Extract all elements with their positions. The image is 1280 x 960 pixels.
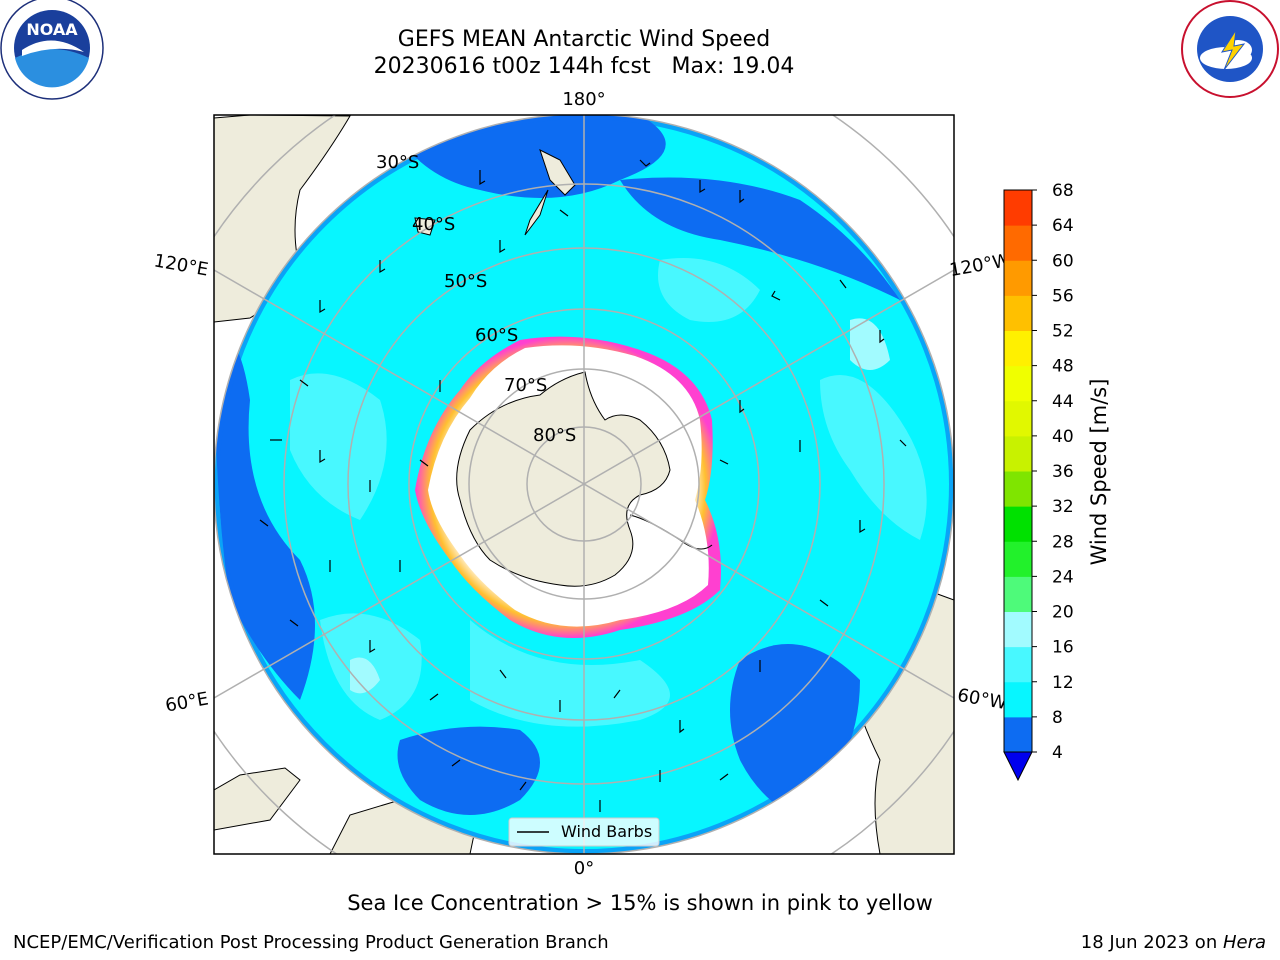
legend-label: Wind Barbs xyxy=(561,822,652,841)
map-legend: Wind Barbs xyxy=(508,817,660,847)
colorbar-segment xyxy=(1004,471,1032,507)
colorbar-tick-label: 4 xyxy=(1052,743,1063,763)
colorbar-segment xyxy=(1004,576,1032,612)
colorbar-tick-label: 68 xyxy=(1052,181,1074,201)
lon-label-0: 0° xyxy=(574,858,594,879)
lat-label-40: 40°S xyxy=(412,214,455,235)
lon-label-60w: 60°W xyxy=(956,685,1009,714)
nws-logo xyxy=(1181,0,1279,98)
lon-label-180: 180° xyxy=(562,89,605,110)
chart-subtitle-forecast: 20230616 t00z 144h fcst Max: 19.04 xyxy=(373,54,795,79)
footer-organization: NCEP/EMC/Verification Post Processing Pr… xyxy=(13,932,609,953)
colorbar-tick-label: 32 xyxy=(1052,497,1074,517)
chart-title: GEFS MEAN Antarctic Wind Speed xyxy=(397,27,771,52)
noaa-logo: NOAA xyxy=(0,0,104,100)
noaa-logo-text: NOAA xyxy=(26,20,78,39)
colorbar-tick-label: 60 xyxy=(1052,251,1074,271)
colorbar-segment xyxy=(1004,435,1032,472)
colorbar-tick-label: 40 xyxy=(1052,427,1074,447)
colorbar-label: Wind Speed [m/s] xyxy=(1087,379,1111,566)
colorbar-segment xyxy=(1004,506,1032,542)
sea-ice-note: Sea Ice Concentration > 15% is shown in … xyxy=(347,891,933,915)
colorbar-segment xyxy=(1004,330,1032,367)
colorbar-segment xyxy=(1004,190,1032,226)
land-africa xyxy=(214,767,301,831)
land-tasmania xyxy=(414,217,436,236)
latitude-labels: 30°S 40°S 50°S 60°S 70°S 80°S xyxy=(376,152,576,446)
colorbar-segment xyxy=(1004,681,1032,718)
lon-label-120e: 120°E xyxy=(152,250,210,280)
map-panel: 30°S 40°S 50°S 60°S 70°S 80°S Wind Barbs xyxy=(214,115,954,854)
lon-label-120w: 120°W xyxy=(948,250,1012,281)
colorbar-extend-arrow xyxy=(1003,751,1033,782)
land-new-zealand xyxy=(524,149,576,236)
colorbar-tick-label: 24 xyxy=(1052,567,1074,587)
graticule xyxy=(214,115,954,854)
land-antarctica xyxy=(456,371,671,587)
colorbar-segment xyxy=(1004,295,1032,331)
colorbar-tick-label: 12 xyxy=(1052,673,1074,693)
colorbar-segment xyxy=(1004,716,1032,753)
colorbar-segment xyxy=(1004,611,1032,648)
lat-label-80: 80°S xyxy=(533,425,576,446)
colorbar-tick-label: 8 xyxy=(1052,708,1063,728)
lat-label-30: 30°S xyxy=(376,152,419,173)
colorbar-segment xyxy=(1004,365,1032,402)
colorbar-tick-label: 20 xyxy=(1052,603,1074,623)
footer-machine: Hera xyxy=(1222,932,1266,953)
land-upper-right xyxy=(840,115,954,230)
colorbar-segment xyxy=(1004,225,1032,261)
colorbar-segment xyxy=(1004,260,1032,296)
colorbar-tick-label: 48 xyxy=(1052,357,1074,377)
map-frame xyxy=(213,114,955,855)
colorbar-tick-label: 36 xyxy=(1052,462,1074,482)
footer-date-text: 18 Jun 2023 on xyxy=(1080,932,1223,953)
lon-label-60e: 60°E xyxy=(164,688,210,716)
colorbar-segment xyxy=(1004,541,1032,577)
colorbar-segment xyxy=(1004,646,1032,683)
lat-label-60: 60°S xyxy=(475,325,518,346)
lat-label-70: 70°S xyxy=(504,375,547,396)
lat-label-50: 50°S xyxy=(444,271,487,292)
colorbar-segment xyxy=(1004,400,1032,437)
footer-date: 18 Jun 2023 on Hera xyxy=(1081,932,1266,953)
colorbar-tick-label: 28 xyxy=(1052,532,1074,552)
colorbar-tick-label: 44 xyxy=(1052,392,1074,412)
colorbar-tick-label: 16 xyxy=(1052,638,1074,658)
colorbar-tick-label: 52 xyxy=(1052,322,1074,342)
colorbar-tick-label: 56 xyxy=(1052,286,1074,306)
colorbar-tick-label: 64 xyxy=(1052,216,1074,236)
wind-barbs xyxy=(259,159,907,812)
